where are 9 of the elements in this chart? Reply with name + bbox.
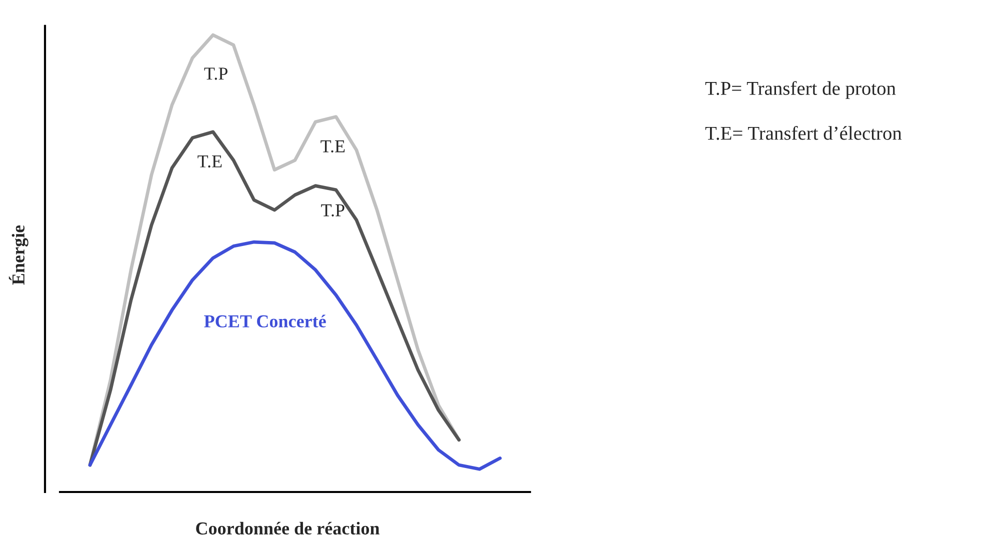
series-label: PCET Concerté xyxy=(204,314,326,328)
y-axis-title: Énergie xyxy=(8,225,28,285)
annotation: T.P xyxy=(321,204,344,216)
annotation: T.E xyxy=(320,140,345,152)
text: T.E= Transfert d’électron xyxy=(705,126,902,140)
annotation: T.E xyxy=(198,155,222,168)
annotation: T.P xyxy=(204,68,228,80)
x-axis-title: Coordonnée de réaction xyxy=(196,522,380,535)
text: T.P= Transfert de proton xyxy=(705,81,896,99)
